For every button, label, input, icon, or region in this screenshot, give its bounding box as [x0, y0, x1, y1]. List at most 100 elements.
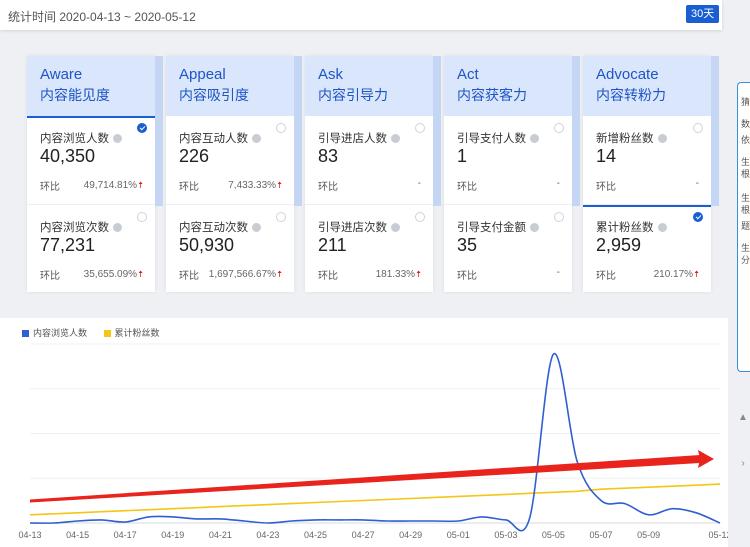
metric-value: 14 [596, 146, 617, 166]
legend-item-series1[interactable]: 内容浏览人数 [22, 328, 87, 338]
side-panel-text: 生 [741, 193, 750, 203]
card-title-cn: 内容能见度 [40, 87, 110, 103]
metric-check-icon[interactable] [554, 212, 564, 222]
side-panel-text: 生 [741, 157, 750, 167]
help-icon[interactable] [252, 134, 261, 143]
metric-check-icon[interactable] [415, 212, 425, 222]
x-tick-label: 04-23 [256, 530, 279, 540]
metric-label: 内容浏览次数 [40, 219, 122, 235]
metric-check-icon[interactable] [693, 123, 703, 133]
metric-compare-label: 环比 [457, 271, 477, 282]
x-tick-label: 04-17 [114, 530, 137, 540]
arrow-up-icon: 🠅 [277, 180, 282, 190]
help-icon[interactable] [113, 134, 122, 143]
x-tick-label: 04-27 [352, 530, 375, 540]
card-title-en: Appeal [179, 66, 226, 83]
card-title-en: Act [457, 66, 479, 83]
metric-compare-label: 环比 [179, 271, 199, 282]
metric-change: 35,655.09%🠅 [83, 269, 143, 280]
metric-check-icon[interactable] [276, 123, 286, 133]
metric-value: 77,231 [40, 235, 96, 255]
metric-check-icon[interactable] [554, 123, 564, 133]
metric-label: 引导进店人数 [318, 130, 400, 146]
metric-tile[interactable]: 引导进店次数 211 环比 181.33%🠅 [305, 204, 433, 293]
metric-value: 1 [457, 146, 468, 166]
x-tick-label: 05-03 [494, 530, 517, 540]
legend-item-series2[interactable]: 累计粉丝数 [103, 328, 160, 338]
help-icon[interactable] [657, 223, 667, 232]
series-line-fans [29, 483, 721, 516]
date-range-label: 统计时间 2020-04-13 ~ 2020-05-12 [8, 10, 196, 24]
help-icon[interactable] [530, 134, 539, 143]
metric-tile[interactable]: 引导支付金额 35 环比 - [444, 204, 572, 293]
card-title-cn: 内容获客力 [457, 87, 527, 103]
help-icon[interactable] [113, 223, 122, 232]
metric-compare-label: 环比 [596, 271, 616, 282]
metric-value: 50,930 [179, 235, 235, 255]
metric-value: 35 [457, 235, 478, 255]
card-fold [294, 56, 302, 206]
legend-label: 累计粉丝数 [114, 328, 160, 338]
metric-check-icon[interactable] [137, 212, 147, 222]
arrow-up-icon: 🠅 [138, 269, 143, 279]
metric-tile[interactable]: 累计粉丝数 2,959 环比 210.17%🠅 [583, 204, 711, 293]
metric-tile[interactable]: 引导支付人数 1 环比 - [444, 116, 572, 204]
legend-swatch-blue [22, 330, 29, 337]
card-title-cn: 内容转粉力 [596, 87, 666, 103]
metric-check-icon[interactable] [137, 123, 147, 133]
metric-change: - [556, 178, 560, 189]
arrow-up-icon: 🠅 [416, 269, 421, 279]
card-title-cn: 内容引导力 [318, 87, 388, 103]
metric-tile[interactable]: 内容浏览人数 40,350 环比 49,714.81%🠅 [27, 116, 155, 204]
x-tick-label: 05-01 [447, 530, 470, 540]
x-tick-label: 05-09 [637, 530, 660, 540]
metric-label: 内容浏览人数 [40, 130, 122, 146]
card-header: Act 内容获客力 [444, 56, 572, 116]
side-panel-text: 分 [741, 255, 750, 265]
side-panel-up-icon[interactable]: ▲ [738, 412, 748, 423]
help-icon[interactable] [657, 134, 667, 143]
card-title-en: Advocate [596, 66, 659, 83]
range-30-days-button[interactable]: 30天 [686, 5, 720, 23]
side-panel-text: 根 [741, 205, 750, 215]
metric-value: 226 [179, 146, 210, 166]
metric-check-icon[interactable] [415, 123, 425, 133]
metric-compare-label: 环比 [596, 182, 616, 193]
trend-arrow-head [698, 450, 714, 468]
metric-tile[interactable]: 内容互动人数 226 环比 7,433.33%🠅 [166, 116, 294, 204]
trend-chart: 内容浏览人数 累计粉丝数 04-13 04-15 04-17 04-19 04-21 04… [0, 318, 728, 547]
metric-change: 7,433.33%🠅 [228, 180, 282, 191]
metric-value: 40,350 [40, 146, 96, 166]
help-icon[interactable] [391, 134, 400, 143]
metric-compare-label: 环比 [179, 182, 199, 193]
metric-change: - [556, 267, 560, 278]
x-tick-label: 04-29 [399, 530, 422, 540]
side-panel-next-icon[interactable]: › [741, 458, 745, 469]
metric-change: 1,697,566.67%🠅 [208, 269, 282, 280]
metric-label: 引导进店次数 [318, 219, 400, 235]
metric-tile[interactable]: 引导进店人数 83 环比 - [305, 116, 433, 204]
side-panel-text: 根 [741, 169, 750, 179]
help-icon[interactable] [391, 223, 400, 232]
x-tick-label: 04-15 [66, 530, 89, 540]
help-icon[interactable] [252, 223, 261, 232]
legend-swatch-yellow [103, 330, 111, 337]
side-panel-text: 题 [741, 221, 750, 231]
metric-tile[interactable]: 新增粉丝数 14 环比 - [583, 116, 711, 204]
metric-check-icon[interactable] [693, 212, 703, 222]
metric-compare-label: 环比 [318, 271, 338, 282]
side-panel[interactable]: 猜数依生根生根题生分 [737, 82, 750, 372]
card-header: Ask 内容引导力 [305, 56, 433, 116]
series-line-viewers [29, 353, 721, 532]
arrow-up-icon: 🠅 [138, 180, 143, 190]
metric-label: 内容互动人数 [179, 130, 261, 146]
metric-tile[interactable]: 内容浏览次数 77,231 环比 35,655.09%🠅 [27, 204, 155, 293]
metric-check-icon[interactable] [276, 212, 286, 222]
stats-header: 统计时间 2020-04-13 ~ 2020-05-12 30天 [0, 0, 722, 30]
metric-label: 新增粉丝数 [596, 130, 667, 146]
card-title-en: Aware [40, 66, 83, 83]
help-icon[interactable] [530, 223, 539, 232]
card-fold [711, 56, 719, 206]
metric-value: 83 [318, 146, 339, 166]
metric-tile[interactable]: 内容互动次数 50,930 环比 1,697,566.67%🠅 [166, 204, 294, 293]
